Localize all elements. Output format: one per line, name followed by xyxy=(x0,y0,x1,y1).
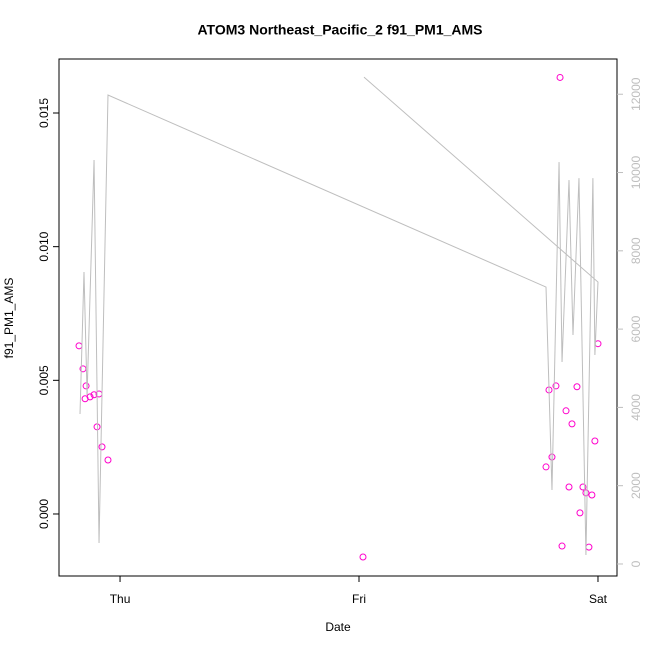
y-tick-label: 0.015 xyxy=(37,98,51,128)
x-tick-label: Fri xyxy=(352,592,366,606)
y-tick-label: 0.010 xyxy=(37,231,51,261)
data-point xyxy=(582,489,590,497)
plot-box xyxy=(58,58,618,577)
y-axis-label: f91_PM1_AMS xyxy=(2,278,16,359)
data-point xyxy=(591,437,599,445)
data-point xyxy=(542,463,550,471)
y-tick-label: 0.005 xyxy=(37,365,51,395)
data-point xyxy=(562,407,570,415)
data-point xyxy=(104,456,112,464)
data-point xyxy=(556,73,564,81)
data-point xyxy=(573,383,581,391)
x-tick-label: Sat xyxy=(589,592,608,606)
data-point xyxy=(359,553,367,561)
y2-tick-label: 10000 xyxy=(629,156,643,190)
data-point xyxy=(82,382,90,390)
x-tick-label: Thu xyxy=(110,592,131,606)
y2-tick-label: 6000 xyxy=(629,315,643,342)
chart-title: ATOM3 Northeast_Pacific_2 f91_PM1_AMS xyxy=(197,22,482,38)
data-point xyxy=(558,542,566,550)
data-point xyxy=(568,420,576,428)
data-point xyxy=(579,483,587,491)
y2-tick-label: 8000 xyxy=(629,237,643,264)
data-point xyxy=(588,491,596,499)
data-point xyxy=(98,443,106,451)
y-tick-label: 0.000 xyxy=(37,499,51,529)
x-axis-label: Date xyxy=(325,620,351,634)
data-line xyxy=(79,76,599,555)
y2-tick-label: 2000 xyxy=(629,472,643,499)
y2-tick-label: 12000 xyxy=(629,77,643,111)
data-point xyxy=(552,382,560,390)
y2-tick-label: 4000 xyxy=(629,394,643,421)
data-point xyxy=(565,483,573,491)
y2-tick-label: 0 xyxy=(629,560,643,567)
data-point xyxy=(86,393,94,401)
data-point xyxy=(576,509,584,517)
data-point xyxy=(548,453,556,461)
